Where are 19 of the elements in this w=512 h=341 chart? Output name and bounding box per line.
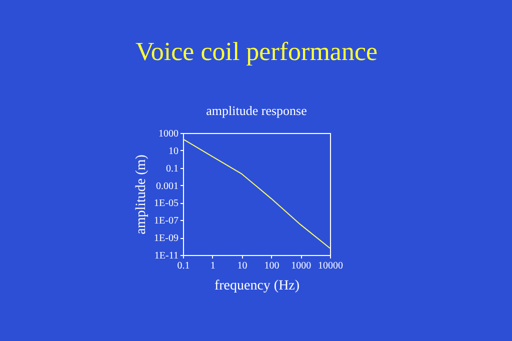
y-tick-label: 1E-05 (154, 198, 178, 210)
y-tick-label: 10 (168, 146, 178, 157)
x-tick-label: 0.1 (177, 260, 190, 272)
y-tick-label: 1E-07 (154, 216, 178, 227)
x-tick-label: 1 (210, 260, 216, 272)
y-tick-label: 1E-11 (154, 250, 178, 262)
chart-title: Voice coil performance (135, 37, 378, 66)
y-tick-label: 0.001 (156, 180, 178, 192)
x-tick-label: 10000 (318, 260, 343, 272)
y-tick-label: 1E-09 (154, 233, 178, 244)
y-tick-label: 1000 (158, 128, 178, 140)
x-tick-label: 100 (264, 260, 280, 272)
y-axis-title: amplitude (m) (134, 154, 150, 234)
y-tick-label: 0.1 (166, 163, 178, 174)
chart-subtitle: amplitude response (206, 103, 308, 118)
line-series (182, 138, 330, 249)
x-tick-label: 1000 (291, 260, 312, 272)
x-tick-label: 10 (237, 260, 248, 272)
x-axis-title: frequency (Hz) (214, 278, 300, 294)
